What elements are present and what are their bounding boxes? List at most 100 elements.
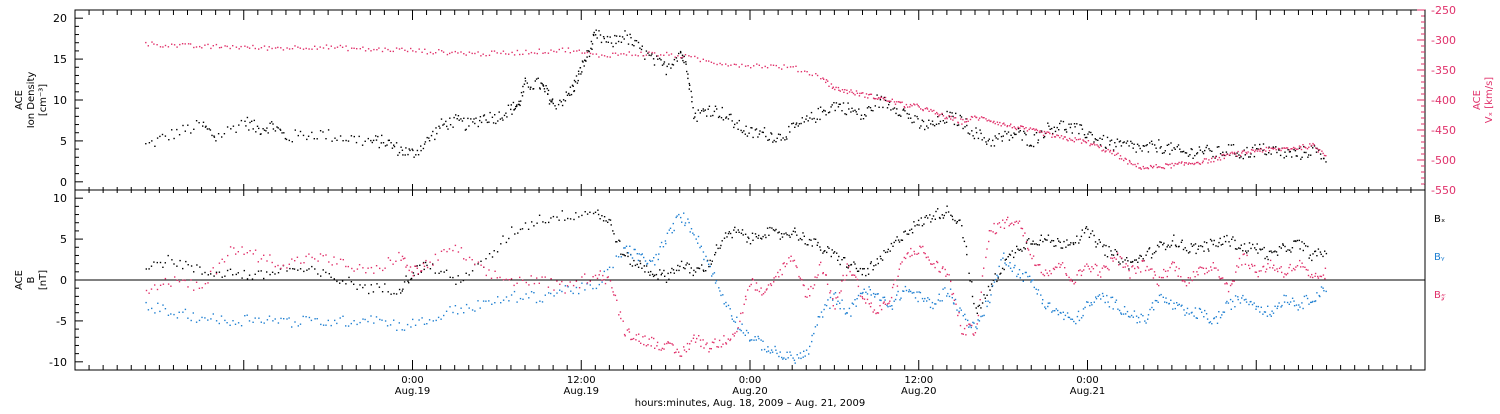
data-point: [1159, 166, 1161, 168]
data-point: [1310, 301, 1312, 304]
data-point: [728, 113, 731, 116]
data-point: [1247, 250, 1249, 252]
data-point: [1261, 151, 1264, 153]
data-point: [1051, 239, 1053, 242]
data-point: [1149, 308, 1151, 311]
data-point: [161, 133, 164, 136]
data-point: [928, 298, 931, 301]
data-point: [423, 268, 425, 271]
data-point: [602, 274, 604, 277]
data-point: [614, 52, 617, 54]
data-point: [1112, 308, 1114, 310]
data-point: [1272, 146, 1274, 148]
data-point: [582, 61, 584, 63]
data-point: [978, 320, 981, 322]
data-point: [1277, 147, 1280, 150]
data-point: [465, 54, 467, 56]
data-point: [903, 256, 905, 259]
data-point: [892, 283, 895, 286]
data-point: [936, 260, 938, 263]
data-point: [1308, 257, 1310, 259]
data-point: [837, 300, 839, 302]
data-point: [719, 290, 721, 292]
data-point: [1280, 149, 1282, 152]
data-point: [271, 271, 274, 273]
x-tick-date: Aug.20: [901, 386, 936, 397]
data-point: [746, 241, 748, 243]
y-axis-label-density: ACE Ion Density [cm⁻³]: [14, 72, 49, 129]
data-point: [416, 267, 418, 269]
data-point: [411, 271, 413, 273]
data-point: [1155, 250, 1157, 253]
data-point: [1197, 161, 1199, 164]
data-point: [550, 100, 552, 103]
data-point: [443, 271, 445, 273]
data-point: [1125, 142, 1128, 144]
x-axis: 0:00Aug.1912:00Aug.190:00Aug.2012:00Aug.…: [74, 10, 1426, 409]
data-point: [664, 275, 666, 277]
data-point: [1209, 149, 1211, 152]
data-point: [861, 273, 863, 276]
data-point: [617, 256, 620, 258]
data-point: [1076, 274, 1078, 276]
data-point: [819, 106, 822, 108]
data-point: [370, 266, 373, 269]
data-point: [810, 239, 812, 241]
data-point: [1308, 303, 1310, 305]
data-point: [1271, 310, 1273, 312]
data-point: [1004, 262, 1006, 264]
data-point: [880, 95, 883, 98]
data-point: [1018, 131, 1020, 133]
data-point: [1114, 142, 1116, 144]
data-point: [727, 338, 729, 340]
y2-tick-label: -250: [1431, 4, 1456, 17]
data-point: [1305, 147, 1307, 149]
data-point: [1305, 151, 1307, 154]
data-point: [947, 292, 949, 295]
data-point: [562, 99, 565, 101]
data-point: [848, 307, 851, 310]
data-point: [1053, 245, 1055, 247]
data-point: [515, 105, 517, 108]
data-point: [1093, 142, 1095, 145]
data-point: [627, 43, 630, 45]
data-point: [553, 295, 555, 297]
data-point: [1199, 149, 1202, 151]
data-point: [474, 310, 476, 312]
data-point: [938, 123, 940, 125]
data-point: [1207, 248, 1209, 250]
data-point: [1217, 269, 1219, 271]
data-point: [978, 117, 981, 119]
data-point: [182, 267, 184, 270]
data-point: [1168, 302, 1170, 305]
data-point: [489, 111, 491, 114]
data-point: [1283, 276, 1285, 278]
data-point: [1013, 256, 1015, 259]
data-point: [286, 318, 288, 320]
data-point: [1128, 145, 1130, 147]
data-point: [1063, 136, 1066, 138]
data-point: [559, 289, 561, 291]
data-point: [841, 110, 843, 112]
data-point: [983, 117, 985, 119]
y-tick-label: 5: [60, 135, 67, 148]
data-point: [359, 48, 361, 50]
data-point: [680, 260, 683, 263]
data-point: [351, 267, 353, 270]
data-point: [643, 256, 645, 259]
data-point: [533, 292, 535, 294]
data-point: [725, 342, 727, 344]
data-point: [201, 316, 203, 319]
data-point: [789, 260, 792, 262]
data-point: [897, 114, 900, 117]
data-point: [596, 37, 598, 39]
data-point: [641, 267, 643, 269]
data-point: [1319, 251, 1322, 253]
data-point: [1260, 306, 1262, 308]
data-point: [514, 233, 516, 235]
data-point: [722, 119, 725, 121]
data-point: [347, 265, 349, 268]
data-point: [966, 324, 968, 327]
data-point: [937, 116, 939, 118]
data-point: [778, 355, 780, 358]
